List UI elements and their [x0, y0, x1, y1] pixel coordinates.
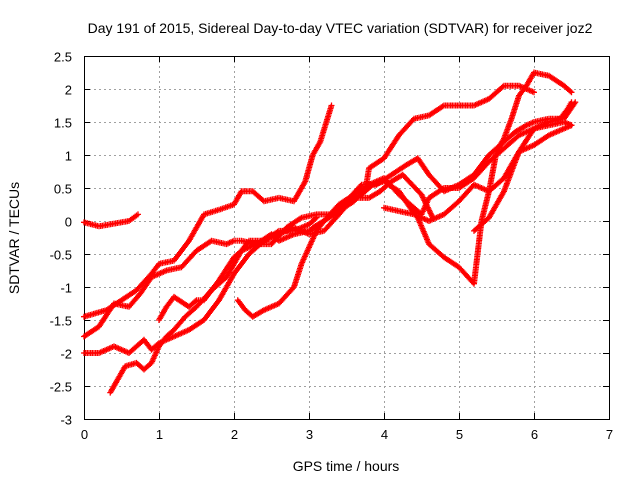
x-tick-label: 0 [81, 427, 88, 442]
y-axis-title: SDTVAR / TECUs [6, 182, 22, 294]
plot-frame [84, 56, 610, 420]
x-tick-label: 1 [156, 427, 163, 442]
data-points [81, 69, 579, 396]
data-point [568, 122, 575, 129]
x-axis: 0 1 2 3 4 5 6 7 [81, 56, 613, 442]
data-point [192, 298, 199, 305]
data-point [135, 211, 141, 218]
y-tick-label: -0.5 [50, 248, 72, 263]
x-tick-label: 7 [606, 427, 613, 442]
y-tick-label: 0.5 [54, 182, 72, 197]
x-tick-label: 2 [231, 427, 238, 442]
y-tick-label: 1 [65, 149, 72, 164]
y-tick-label: -1 [60, 281, 72, 296]
data-point [328, 102, 335, 109]
y-tick-label: 0 [65, 215, 72, 230]
series-track-8 [234, 82, 537, 320]
data-point [568, 99, 575, 106]
chart-title: Day 191 of 2015, Sidereal Day-to-day VTE… [88, 20, 593, 36]
data-point [499, 83, 506, 90]
series-track-10 [471, 99, 575, 234]
data-point [531, 89, 537, 96]
data-point [567, 88, 574, 95]
y-axis: -3 -2.5 -2 -1.5 -1 -0.5 0 0.5 1 1.5 2 2.5 [50, 50, 609, 428]
x-axis-title: GPS time / hours [293, 458, 400, 474]
y-tick-label: 2 [65, 83, 72, 98]
data-point [568, 89, 575, 96]
y-tick-label: 2.5 [54, 50, 72, 65]
y-tick-label: -2.5 [50, 380, 72, 395]
x-tick-label: 5 [456, 427, 463, 442]
y-tick-label: -1.5 [50, 314, 72, 329]
x-tick-label: 4 [381, 427, 388, 442]
y-tick-label: -3 [60, 413, 72, 428]
x-tick-label: 3 [306, 427, 313, 442]
y-tick-label: -2 [60, 347, 72, 362]
series-track-1 [81, 211, 141, 230]
grid [84, 56, 609, 419]
y-tick-label: 1.5 [54, 116, 72, 131]
x-tick-label: 6 [531, 427, 538, 442]
